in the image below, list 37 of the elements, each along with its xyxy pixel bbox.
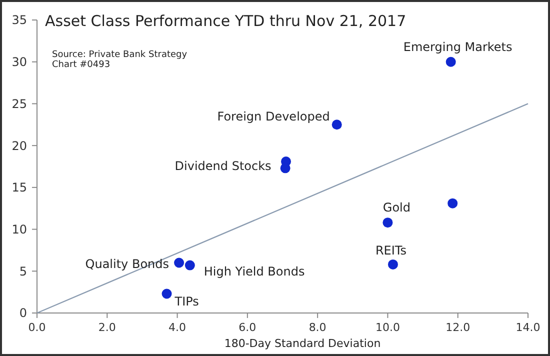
- chart-title: Asset Class Performance YTD thru Nov 21, 2017: [45, 12, 406, 30]
- y-tick-label: 20: [12, 138, 27, 153]
- x-tick-label: 6.0: [238, 321, 256, 334]
- x-axis-title: 180-Day Standard Deviation: [224, 337, 381, 350]
- y-tick-label: 25: [12, 96, 27, 111]
- point: [184, 260, 195, 270]
- annotation: Source: Private Bank Strategy: [52, 50, 188, 60]
- x-tick-label: 0.0: [28, 321, 46, 334]
- point: [446, 56, 456, 67]
- annotation: TIPs: [174, 294, 199, 309]
- annotation: Quality Bonds: [85, 256, 170, 271]
- x-tick-label: 12.0: [446, 321, 470, 334]
- point: [448, 198, 458, 208]
- point: [162, 288, 172, 299]
- annotation: Chart #0493: [52, 60, 110, 70]
- x-tick-label: 8.0: [308, 321, 326, 334]
- y-tick-label: 15: [12, 180, 27, 195]
- annotation: Dividend Stocks: [174, 159, 272, 174]
- point: [382, 218, 393, 228]
- y-tick-label: 30: [12, 55, 27, 70]
- x-tick-label: 10.0: [375, 321, 400, 334]
- annotation: REITs: [375, 243, 407, 258]
- point: [174, 258, 184, 268]
- point: [280, 163, 290, 174]
- annotation: Gold: [382, 200, 411, 215]
- annotation: High Yield Bonds: [204, 264, 305, 278]
- y-tick-label: 35: [12, 13, 27, 28]
- y-tick-label: 10: [12, 222, 27, 236]
- annotation: Emerging Markets: [403, 40, 512, 54]
- annotation: Foreign Developed: [217, 110, 330, 124]
- y-tick-label: 0: [19, 306, 27, 320]
- x-tick-label: 4.0: [168, 321, 186, 334]
- x-tick-label: 2.0: [98, 321, 116, 334]
- y-tick-label: 5: [19, 264, 27, 278]
- x-tick-label: 14.0: [516, 321, 540, 334]
- point: [332, 120, 342, 130]
- point: [388, 259, 398, 270]
